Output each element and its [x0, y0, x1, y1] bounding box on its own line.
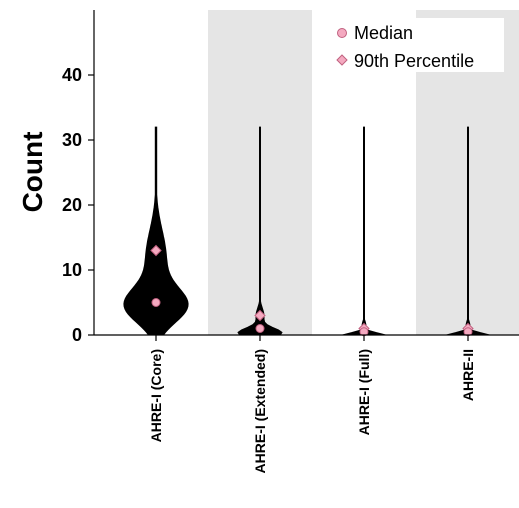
y-tick-label: 10 — [62, 260, 82, 280]
legend-p90-label: 90th Percentile — [354, 51, 474, 71]
y-axis-title: Count — [17, 132, 48, 213]
markers — [150, 244, 474, 337]
violin-1 — [123, 126, 189, 336]
violin-4 — [445, 126, 491, 336]
violins — [123, 126, 491, 336]
median-marker-2 — [255, 324, 265, 333]
legend-median-marker — [337, 28, 347, 38]
x-tick-label: AHRE-I (Core) — [148, 349, 164, 442]
violin-3 — [341, 126, 387, 336]
y-tick-label: 20 — [62, 195, 82, 215]
legend-p90-marker — [336, 54, 348, 66]
y-tick-label: 30 — [62, 130, 82, 150]
y-ticks: 0 10 20 30 40 — [62, 65, 94, 345]
x-tick-label: AHRE-I (Extended) — [252, 349, 268, 473]
violin-2 — [237, 126, 283, 336]
y-tick-label: 40 — [62, 65, 82, 85]
legend-box — [332, 18, 504, 72]
axes — [93, 10, 519, 336]
p90-marker-2 — [254, 309, 266, 322]
x-ticks: AHRE-I (Core) AHRE-I (Extended) AHRE-I (Fu… — [148, 335, 476, 473]
median-marker-1 — [151, 298, 161, 307]
p90-marker-1 — [150, 244, 162, 257]
x-tick-label: AHRE-II — [460, 349, 476, 401]
y-tick-label: 0 — [72, 325, 82, 345]
legend-median-label: Median — [354, 23, 413, 43]
x-tick-label: AHRE-I (Full) — [356, 349, 372, 435]
legend: Median 90th Percentile — [332, 18, 504, 72]
